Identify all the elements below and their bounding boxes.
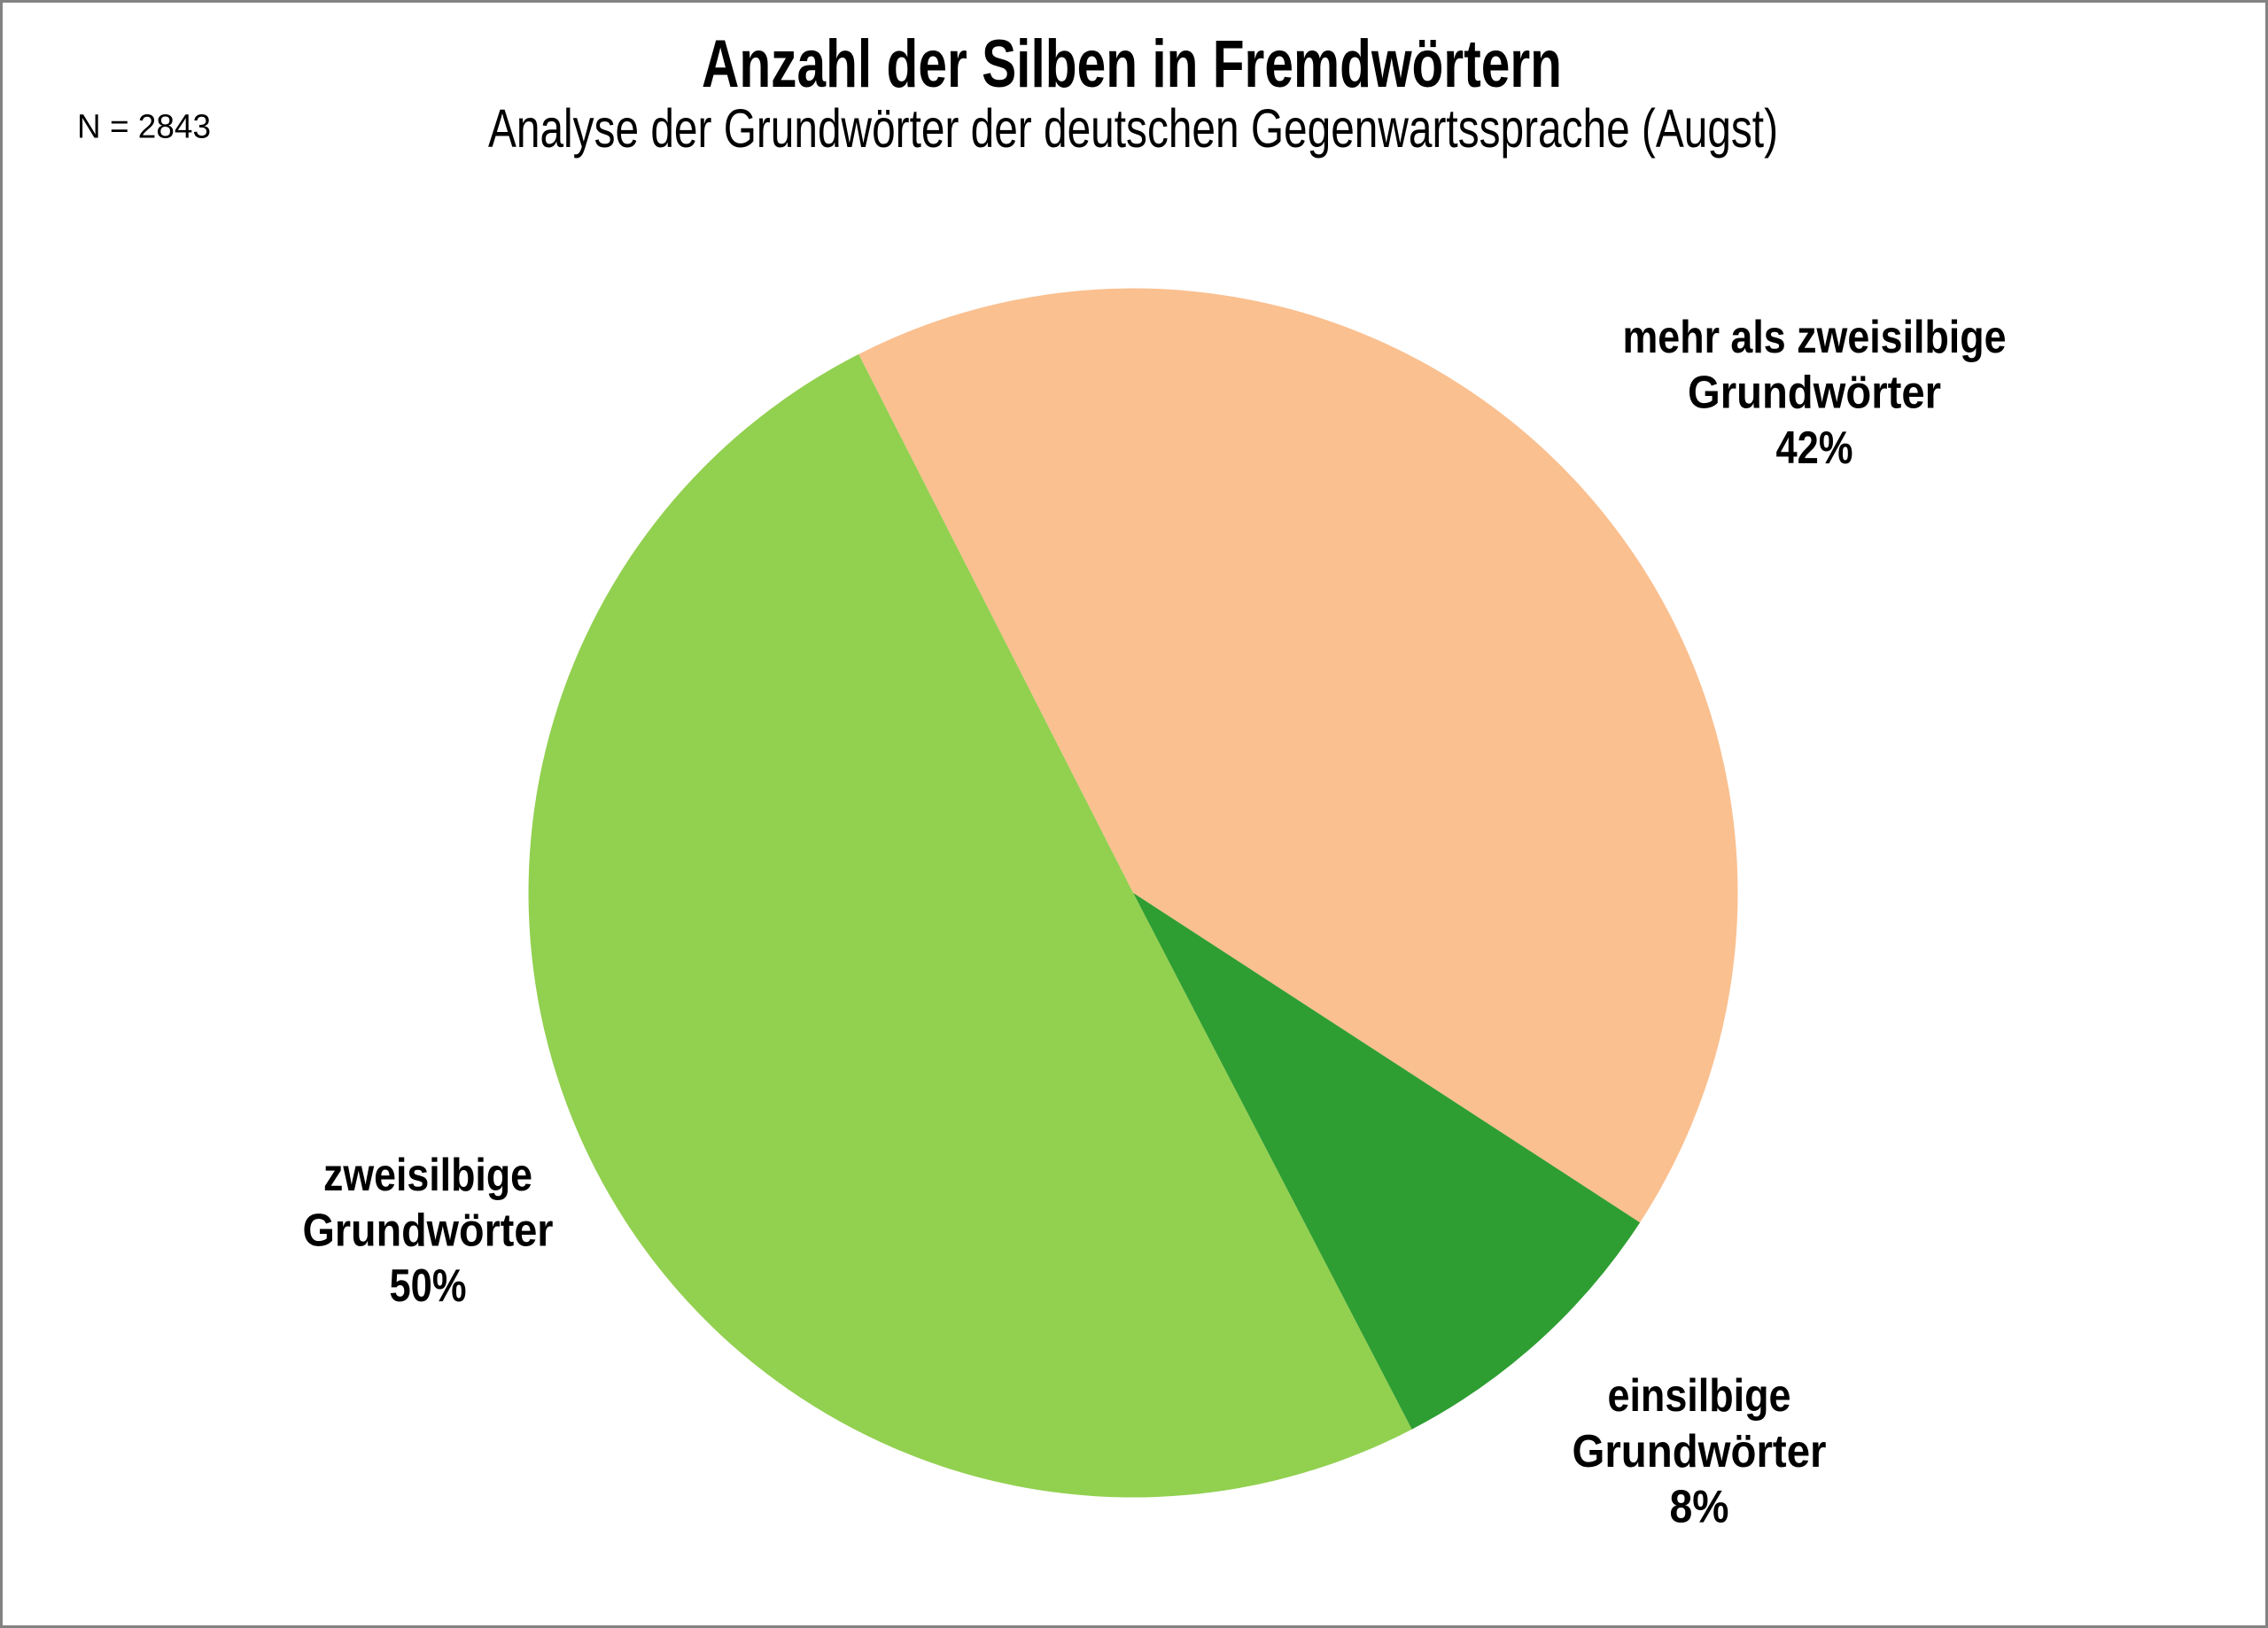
svg-text:42%: 42%: [1776, 423, 1853, 474]
svg-text:50%: 50%: [390, 1260, 467, 1312]
svg-text:einsilbige: einsilbige: [1608, 1370, 1791, 1422]
svg-text:Anzahl der Silben in Fremdwört: Anzahl der Silben in Fremdwörtern: [702, 27, 1562, 102]
svg-text:Grundwörter: Grundwörter: [1573, 1426, 1827, 1477]
svg-text:Grundwörter: Grundwörter: [1688, 368, 1941, 419]
svg-text:mehr als zweisilbige: mehr als zweisilbige: [1623, 312, 2007, 363]
svg-text:Analyse der Grundwörter der de: Analyse der Grundwörter der deutschen Ge…: [488, 98, 1778, 159]
svg-text:zweisilbige: zweisilbige: [323, 1150, 532, 1201]
svg-text:Grundwörter: Grundwörter: [303, 1205, 554, 1257]
svg-text:8%: 8%: [1670, 1482, 1729, 1533]
svg-text:N = 2843: N = 2843: [77, 109, 211, 146]
